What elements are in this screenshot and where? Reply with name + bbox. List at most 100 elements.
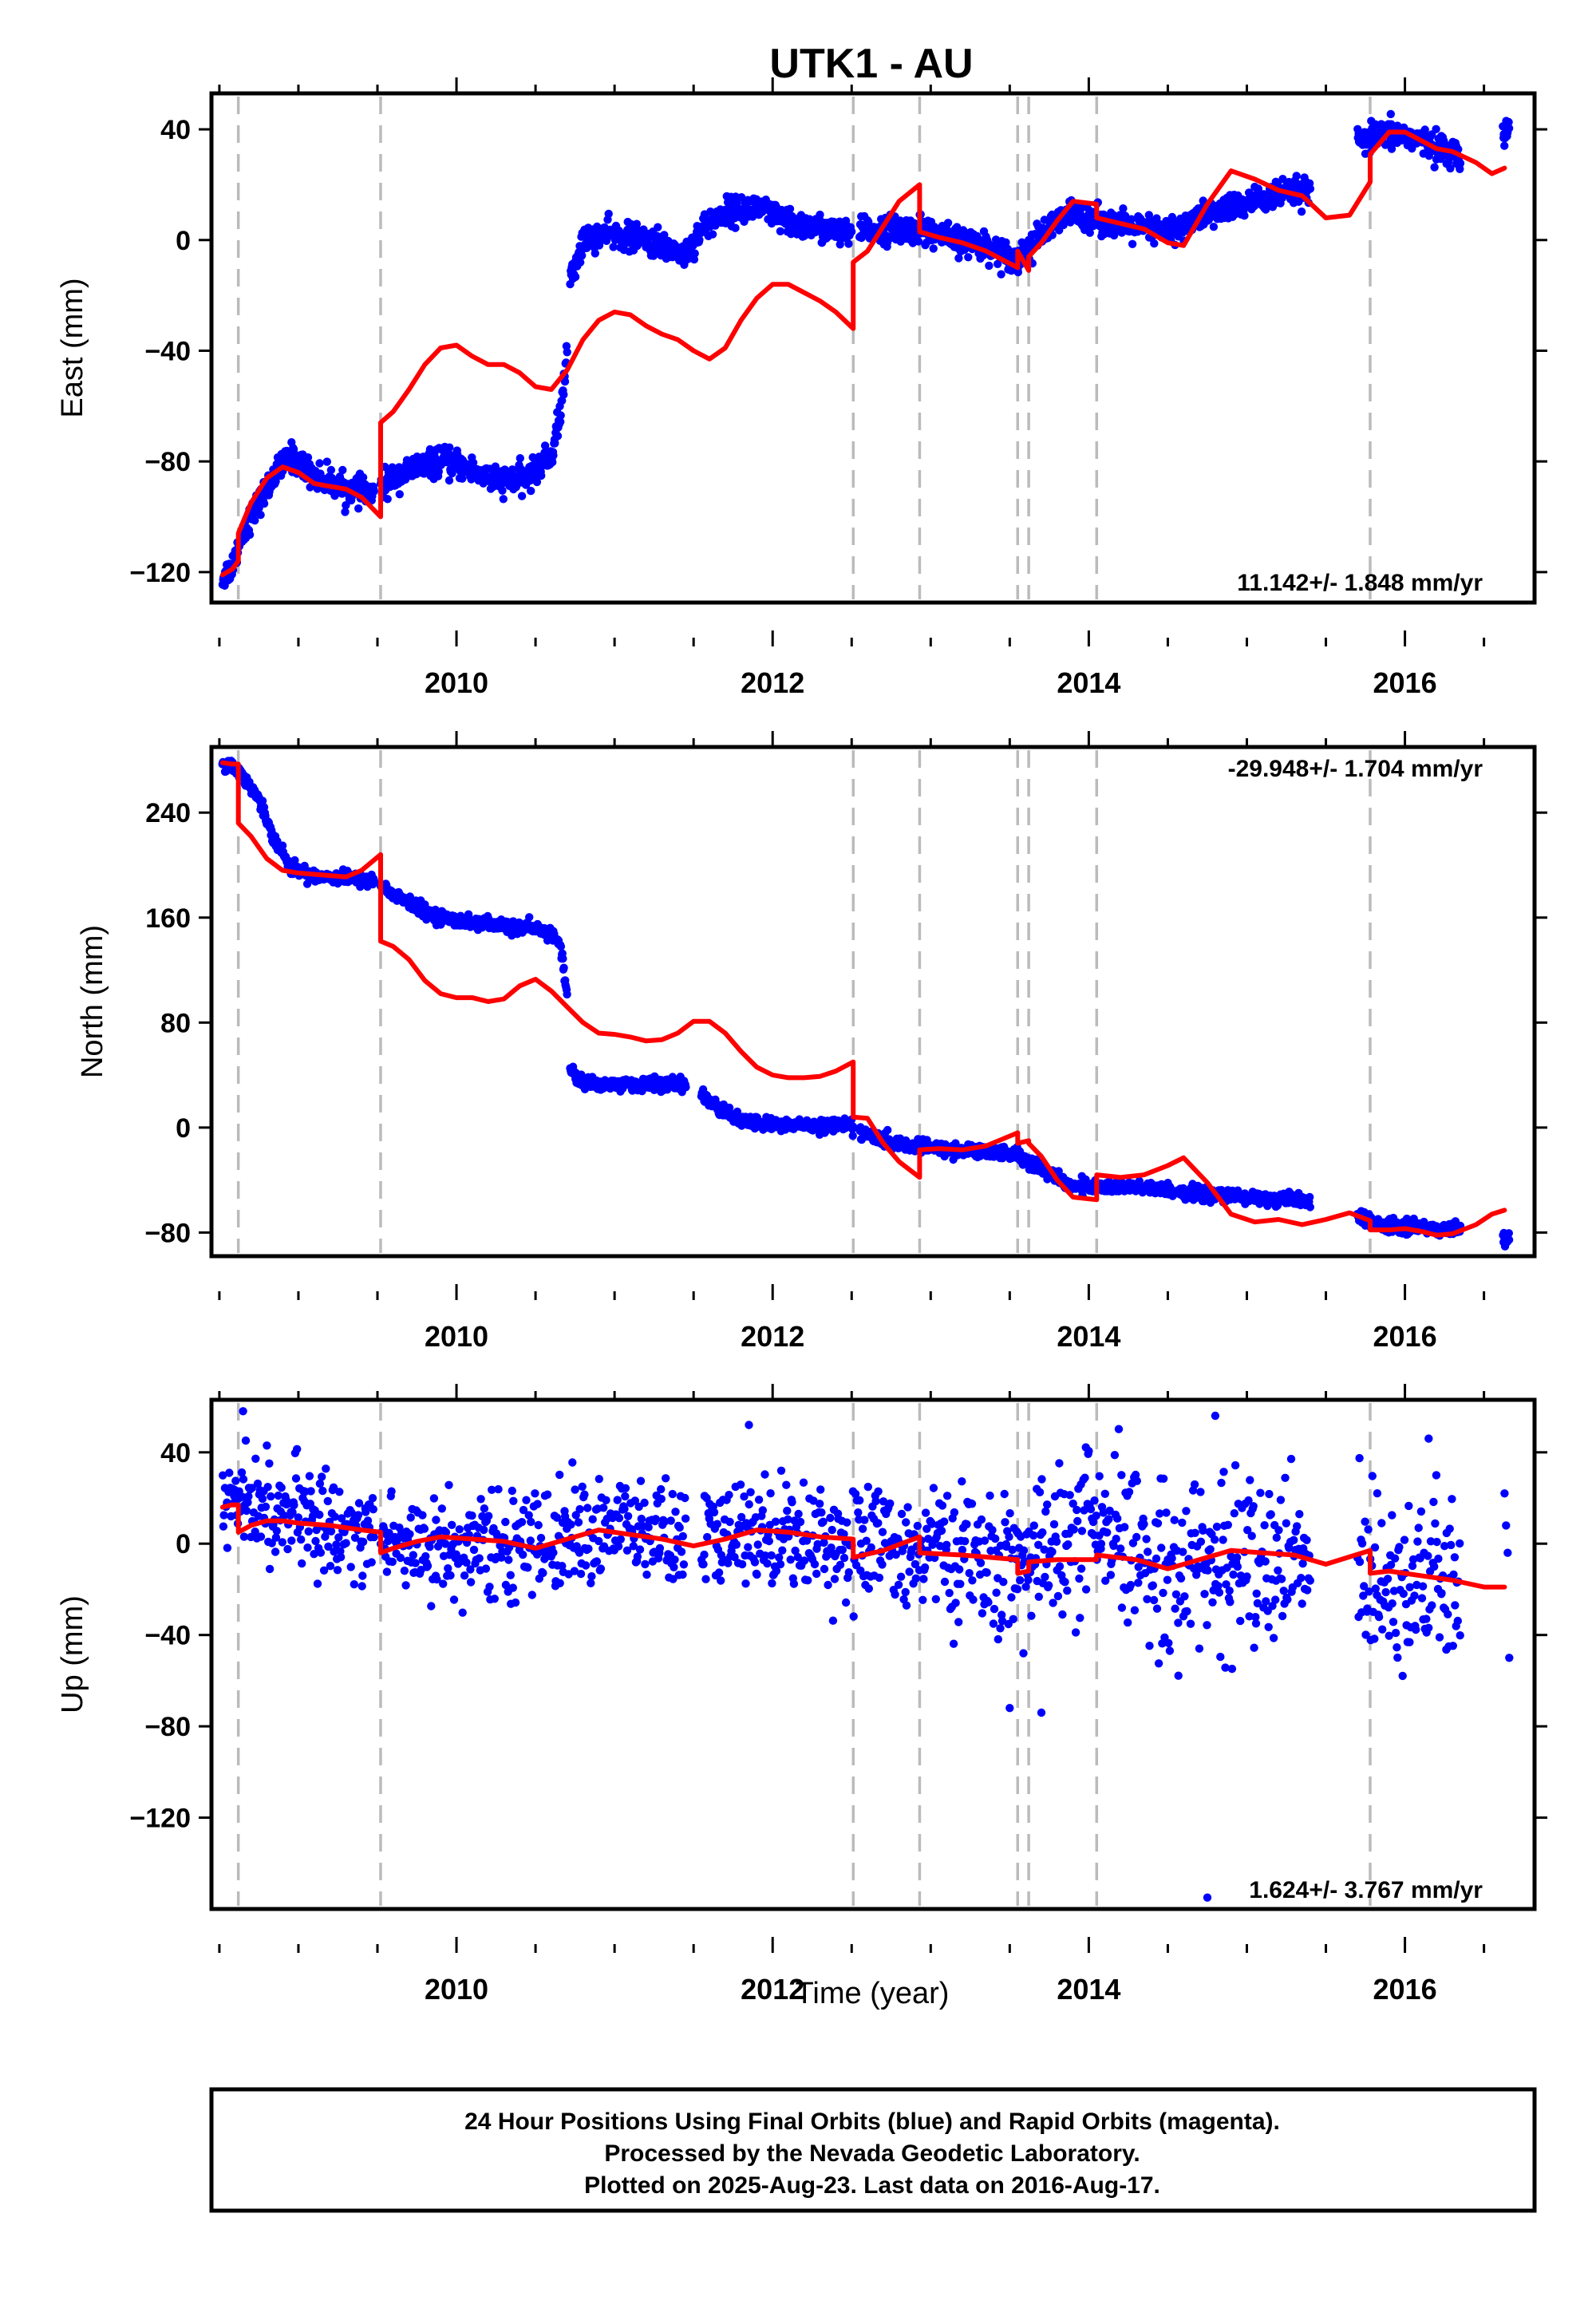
up-data-point bbox=[405, 1530, 414, 1539]
east-data-point bbox=[251, 516, 259, 525]
east-data-point bbox=[342, 500, 350, 510]
east-data-point bbox=[1278, 175, 1287, 184]
up-data-point bbox=[418, 1511, 427, 1520]
up-data-point bbox=[291, 1474, 301, 1483]
east-data-point bbox=[1432, 124, 1440, 133]
chart-title: UTK1 - AU bbox=[769, 41, 973, 87]
north-data-point bbox=[725, 1103, 734, 1113]
up-data-point bbox=[432, 1516, 440, 1524]
east-data-point bbox=[864, 217, 873, 227]
up-data-point bbox=[368, 1494, 377, 1503]
up-data-point bbox=[523, 1563, 532, 1572]
east-data-point bbox=[1446, 164, 1455, 173]
up-data-point bbox=[244, 1492, 253, 1501]
east-x-tick-label: 2012 bbox=[741, 666, 804, 699]
north-data-point bbox=[1504, 1235, 1514, 1244]
east-data-point bbox=[499, 495, 508, 504]
east-data-point bbox=[994, 259, 1002, 268]
east-data-point bbox=[1013, 267, 1023, 277]
up-data-point bbox=[409, 1551, 417, 1559]
east-data-point bbox=[354, 504, 363, 513]
up-data-point bbox=[225, 1468, 234, 1477]
up-data-point bbox=[429, 1494, 439, 1503]
north-data-point bbox=[559, 963, 568, 972]
up-data-point bbox=[261, 1502, 271, 1512]
east-y-tick-label: −40 bbox=[144, 336, 191, 366]
east-data-point bbox=[1444, 157, 1453, 167]
north-data-point bbox=[848, 1132, 857, 1140]
up-data-point bbox=[315, 1510, 324, 1520]
up-data-point bbox=[481, 1564, 491, 1573]
east-data-point bbox=[315, 459, 324, 468]
up-data-point bbox=[265, 1459, 274, 1468]
east-data-point bbox=[1292, 172, 1301, 180]
east-x-tick-label: 2014 bbox=[1057, 666, 1120, 699]
up-data-point bbox=[517, 1518, 527, 1527]
north-data-point bbox=[563, 990, 571, 999]
up-data-point bbox=[306, 1487, 315, 1496]
east-data-point bbox=[816, 210, 824, 219]
east-data-point bbox=[1500, 141, 1509, 150]
east-data-point bbox=[1167, 212, 1177, 222]
east-data-point bbox=[632, 219, 642, 228]
north-data-point bbox=[525, 913, 534, 922]
east-data-point bbox=[689, 255, 699, 264]
up-data-point bbox=[361, 1508, 370, 1516]
east-data-point bbox=[338, 465, 347, 475]
east-data-point bbox=[847, 227, 856, 236]
east-data-point bbox=[259, 499, 269, 508]
east-data-point bbox=[1001, 238, 1010, 247]
up-data-point bbox=[219, 1522, 228, 1531]
up-data-point bbox=[298, 1559, 306, 1568]
east-data-point bbox=[434, 467, 443, 476]
east-data-point bbox=[517, 492, 527, 500]
up-data-point bbox=[446, 1571, 455, 1580]
up-data-point bbox=[304, 1527, 313, 1536]
up-data-point bbox=[333, 1566, 342, 1575]
up-data-point bbox=[455, 1525, 464, 1534]
north-data-point bbox=[848, 1122, 858, 1131]
east-data-point bbox=[1128, 239, 1137, 248]
east-y-axis-label: East (mm) bbox=[56, 278, 89, 417]
up-data-point bbox=[318, 1486, 327, 1496]
north-data-point bbox=[1306, 1203, 1315, 1211]
up-data-point bbox=[494, 1484, 503, 1494]
up-data-point bbox=[323, 1496, 332, 1506]
east-data-point bbox=[1254, 184, 1263, 193]
up-data-point bbox=[263, 1483, 272, 1492]
up-data-point bbox=[508, 1583, 517, 1592]
east-data-point bbox=[553, 432, 563, 441]
up-data-point bbox=[293, 1445, 302, 1454]
up-data-point bbox=[242, 1506, 251, 1516]
east-data-point bbox=[943, 219, 953, 227]
east-data-point bbox=[731, 223, 740, 232]
up-data-point bbox=[533, 1500, 542, 1508]
east-data-point bbox=[1119, 204, 1128, 213]
up-data-point bbox=[367, 1558, 376, 1567]
east-data-point bbox=[556, 417, 565, 426]
east-data-point bbox=[540, 441, 550, 450]
up-data-point bbox=[263, 1441, 271, 1450]
up-data-point bbox=[350, 1580, 358, 1589]
east-data-point bbox=[560, 377, 570, 386]
up-data-point bbox=[427, 1602, 436, 1611]
east-data-point bbox=[256, 511, 265, 520]
up-data-point bbox=[335, 1488, 344, 1496]
east-data-point bbox=[420, 469, 429, 478]
up-data-point bbox=[522, 1496, 531, 1504]
east-data-point bbox=[358, 473, 368, 482]
east-data-point bbox=[383, 495, 392, 504]
up-data-point bbox=[527, 1591, 536, 1599]
up-data-point bbox=[271, 1547, 280, 1556]
up-data-point bbox=[504, 1555, 513, 1564]
east-data-point bbox=[695, 235, 704, 244]
up-data-point bbox=[420, 1524, 429, 1533]
up-data-point bbox=[231, 1476, 240, 1485]
east-data-point bbox=[954, 254, 963, 263]
up-data-point bbox=[297, 1535, 306, 1544]
up-data-point bbox=[475, 1554, 484, 1563]
east-data-point bbox=[1077, 204, 1085, 214]
up-data-point bbox=[539, 1568, 547, 1578]
